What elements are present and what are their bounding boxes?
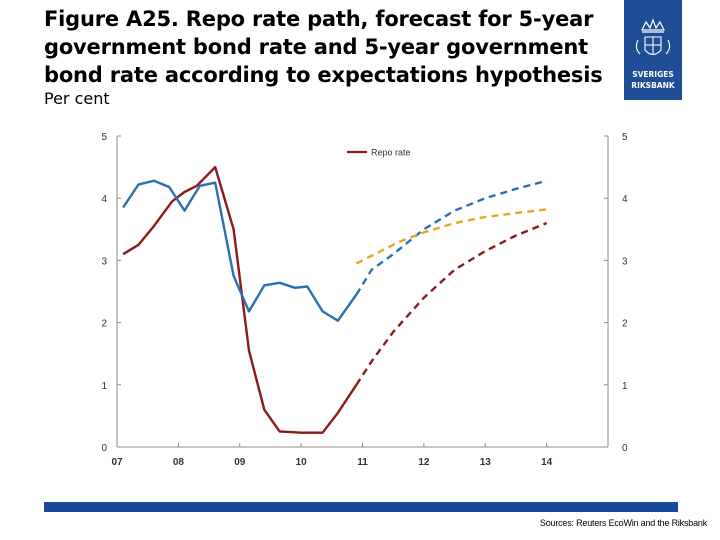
y-tick-label-left: 2: [101, 319, 107, 330]
x-tick-label: 10: [296, 457, 308, 468]
x-tick-label: 09: [234, 457, 246, 468]
y-tick-label-right: 5: [622, 132, 628, 143]
y-tick-label-right: 3: [622, 256, 628, 267]
series-line-4: [355, 208, 547, 265]
crown-icon: [641, 18, 665, 33]
x-tick-label: 12: [418, 457, 430, 468]
y-tick-label-left: 0: [101, 443, 107, 454]
series-line-3: [355, 179, 547, 296]
y-tick-label-right: 4: [622, 194, 628, 205]
logo-line-2: RIKSBANK: [631, 81, 676, 90]
y-tick-label-right: 1: [622, 381, 628, 392]
source-note: Sources: Reuters EcoWin and the Riksbank: [539, 518, 707, 528]
y-tick-label-right: 0: [622, 443, 628, 454]
coat-of-arms-icon: [635, 36, 671, 56]
y-tick-label-right: 2: [622, 319, 628, 330]
y-tick-label-left: 1: [101, 381, 107, 392]
logo-line-1: SVERIGES: [632, 70, 674, 79]
legend-label-repo-rate: Repo rate: [371, 148, 411, 158]
y-tick-label-left: 5: [101, 132, 107, 143]
riksbank-logo: SVERIGES RIKSBANK: [624, 0, 682, 100]
x-tick-label: 08: [173, 457, 185, 468]
series-line-1: [355, 221, 548, 386]
x-tick-label: 13: [480, 457, 492, 468]
chart-title: Figure A25. Repo rate path, forecast for…: [44, 7, 603, 87]
x-tick-label: 14: [541, 457, 553, 468]
footer-accent-bar: [44, 502, 678, 512]
y-tick-label-left: 3: [101, 256, 107, 267]
y-tick-label-left: 4: [101, 194, 107, 205]
chart-subtitle: Per cent: [44, 89, 110, 108]
series-line-2: [122, 179, 358, 322]
x-tick-label: 11: [357, 457, 368, 468]
series-line-0: [122, 165, 358, 434]
x-tick-label: 07: [111, 457, 123, 468]
